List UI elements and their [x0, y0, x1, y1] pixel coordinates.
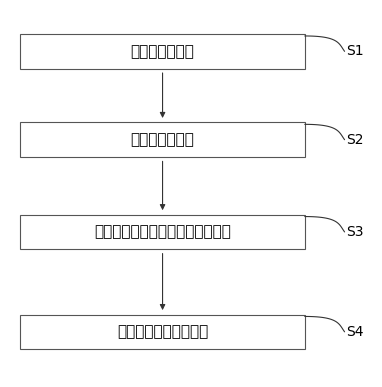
Text: S2: S2 — [346, 133, 364, 147]
FancyBboxPatch shape — [20, 122, 305, 157]
FancyBboxPatch shape — [20, 34, 305, 68]
FancyBboxPatch shape — [20, 215, 305, 249]
Text: S3: S3 — [346, 225, 364, 239]
Text: 氢化反应、过滤: 氢化反应、过滤 — [131, 44, 194, 59]
Text: 苛化反应、过滤洗涤、浓缩、除杂: 苛化反应、过滤洗涤、浓缩、除杂 — [94, 224, 231, 240]
Text: S1: S1 — [346, 45, 364, 58]
FancyBboxPatch shape — [20, 315, 305, 349]
Text: 分解反应、过滤: 分解反应、过滤 — [131, 132, 194, 147]
Text: S4: S4 — [346, 325, 364, 339]
Text: 合成反应、过滤、干燥: 合成反应、过滤、干燥 — [117, 324, 208, 339]
